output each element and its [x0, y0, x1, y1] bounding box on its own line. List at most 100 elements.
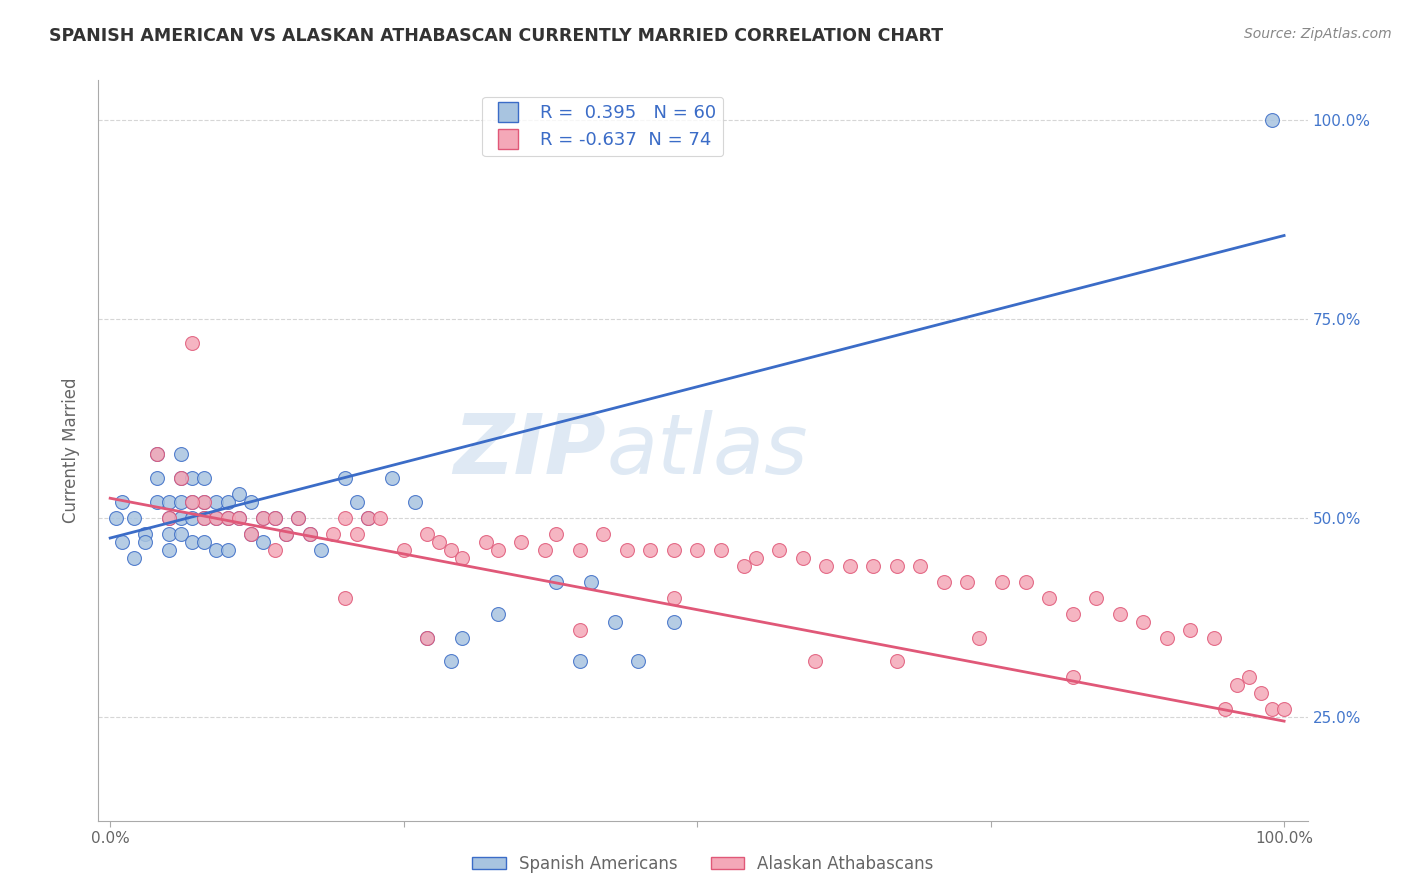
Point	[217, 495, 239, 509]
Point	[368, 511, 391, 525]
Point	[392, 543, 415, 558]
Point	[217, 511, 239, 525]
Text: atlas: atlas	[606, 410, 808, 491]
Legend: R =  0.395   N = 60, R = -0.637  N = 74: R = 0.395 N = 60, R = -0.637 N = 74	[482, 96, 724, 156]
Point	[745, 550, 768, 565]
Point	[287, 511, 309, 525]
Point	[357, 511, 380, 525]
Point	[381, 471, 404, 485]
Point	[181, 535, 204, 549]
Point	[157, 527, 180, 541]
Point	[1085, 591, 1108, 605]
Point	[546, 574, 568, 589]
Point	[662, 543, 685, 558]
Point	[333, 591, 356, 605]
Point	[146, 471, 169, 485]
Point	[1015, 574, 1038, 589]
Point	[803, 655, 825, 669]
Point	[157, 511, 180, 525]
Point	[181, 495, 204, 509]
Point	[134, 535, 156, 549]
Point	[956, 574, 979, 589]
Point	[181, 471, 204, 485]
Point	[991, 574, 1014, 589]
Point	[217, 543, 239, 558]
Point	[228, 511, 250, 525]
Point	[157, 511, 180, 525]
Point	[662, 591, 685, 605]
Point	[768, 543, 790, 558]
Point	[1261, 702, 1284, 716]
Point	[181, 336, 204, 351]
Point	[451, 631, 474, 645]
Point	[111, 495, 134, 509]
Point	[404, 495, 426, 509]
Point	[627, 655, 650, 669]
Point	[193, 495, 215, 509]
Point	[193, 535, 215, 549]
Point	[346, 527, 368, 541]
Point	[416, 631, 439, 645]
Point	[510, 535, 533, 549]
Point	[298, 527, 321, 541]
Point	[862, 558, 884, 573]
Point	[169, 471, 191, 485]
Point	[568, 543, 591, 558]
Point	[886, 558, 908, 573]
Point	[427, 535, 450, 549]
Point	[122, 550, 145, 565]
Point	[686, 543, 709, 558]
Point	[287, 511, 309, 525]
Point	[568, 623, 591, 637]
Point	[616, 543, 638, 558]
Point	[603, 615, 626, 629]
Point	[533, 543, 555, 558]
Point	[240, 495, 263, 509]
Point	[204, 543, 226, 558]
Point	[1108, 607, 1130, 621]
Point	[1226, 678, 1249, 692]
Point	[439, 655, 461, 669]
Point	[733, 558, 755, 573]
Point	[1215, 702, 1237, 716]
Point	[252, 535, 274, 549]
Point	[1261, 113, 1284, 128]
Point	[486, 543, 509, 558]
Legend: Spanish Americans, Alaskan Athabascans: Spanish Americans, Alaskan Athabascans	[465, 848, 941, 880]
Point	[932, 574, 955, 589]
Point	[1062, 607, 1084, 621]
Text: ZIP: ZIP	[454, 410, 606, 491]
Point	[346, 495, 368, 509]
Point	[193, 511, 215, 525]
Point	[193, 511, 215, 525]
Point	[357, 511, 380, 525]
Point	[886, 655, 908, 669]
Point	[193, 495, 215, 509]
Point	[181, 511, 204, 525]
Point	[240, 527, 263, 541]
Text: SPANISH AMERICAN VS ALASKAN ATHABASCAN CURRENTLY MARRIED CORRELATION CHART: SPANISH AMERICAN VS ALASKAN ATHABASCAN C…	[49, 27, 943, 45]
Point	[908, 558, 931, 573]
Point	[967, 631, 990, 645]
Point	[451, 550, 474, 565]
Point	[263, 511, 285, 525]
Point	[568, 655, 591, 669]
Point	[475, 535, 498, 549]
Point	[1132, 615, 1154, 629]
Point	[157, 495, 180, 509]
Point	[276, 527, 298, 541]
Point	[252, 511, 274, 525]
Point	[298, 527, 321, 541]
Point	[1180, 623, 1202, 637]
Point	[838, 558, 860, 573]
Point	[662, 615, 685, 629]
Point	[169, 495, 191, 509]
Point	[815, 558, 838, 573]
Point	[157, 543, 180, 558]
Point	[333, 511, 356, 525]
Point	[1062, 670, 1084, 684]
Point	[638, 543, 661, 558]
Point	[252, 511, 274, 525]
Point	[122, 511, 145, 525]
Point	[276, 527, 298, 541]
